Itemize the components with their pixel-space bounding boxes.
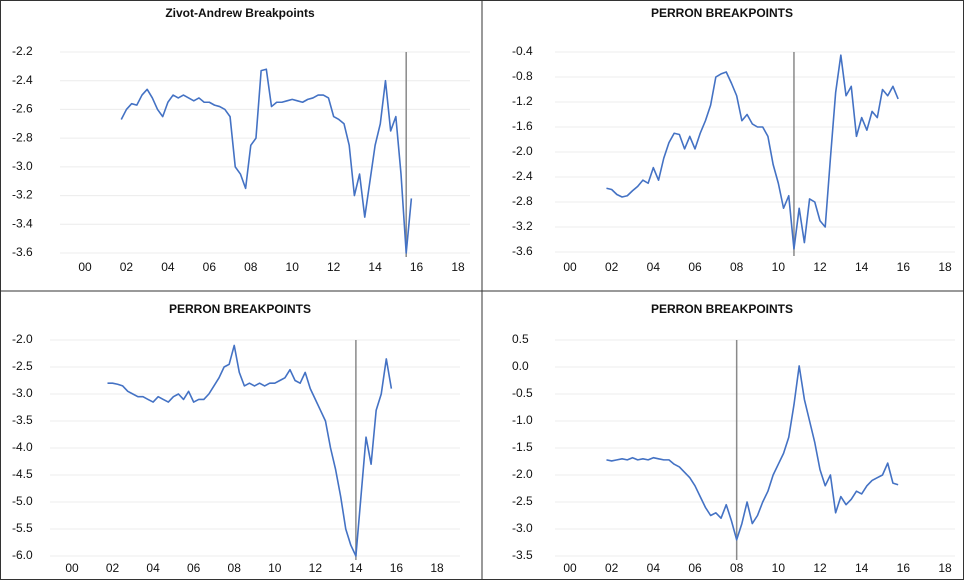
- data-line: [606, 54, 899, 250]
- x-tick-label: 10: [286, 260, 300, 274]
- x-tick-label: 14: [855, 561, 869, 575]
- x-tick-label: 10: [772, 561, 786, 575]
- y-tick-label: -2.5: [12, 359, 33, 373]
- y-tick-label: -3.6: [12, 245, 33, 259]
- x-tick-label: 02: [605, 260, 619, 274]
- y-tick-label: -0.8: [512, 69, 533, 83]
- y-tick-label: 0.5: [512, 332, 529, 346]
- x-tick-label: 04: [647, 260, 661, 274]
- x-tick-label: 18: [451, 260, 465, 274]
- x-tick-label: 02: [120, 260, 134, 274]
- data-line: [120, 68, 413, 254]
- x-tick-label: 16: [897, 260, 911, 274]
- x-tick-label: 08: [730, 260, 744, 274]
- x-tick-label: 08: [730, 561, 744, 575]
- y-tick-label: -0.5: [512, 386, 533, 400]
- x-tick-label: 12: [813, 260, 827, 274]
- y-tick-label: -3.2: [12, 188, 33, 202]
- data-line: [107, 344, 393, 557]
- x-tick-label: 12: [327, 260, 341, 274]
- x-tick-label: 10: [268, 561, 282, 575]
- y-tick-label: -1.2: [512, 94, 533, 108]
- x-tick-label: 08: [244, 260, 258, 274]
- y-tick-label: -2.8: [512, 194, 533, 208]
- y-tick-label: -5.5: [12, 521, 33, 535]
- x-tick-label: 14: [349, 561, 363, 575]
- x-tick-label: 12: [813, 561, 827, 575]
- x-tick-label: 16: [410, 260, 424, 274]
- y-tick-label: -4.0: [12, 440, 33, 454]
- y-tick-label: -1.5: [512, 440, 533, 454]
- y-tick-label: -3.0: [512, 521, 533, 535]
- chart-title: PERRON BREAKPOINTS: [651, 302, 793, 316]
- x-tick-label: 18: [938, 561, 952, 575]
- x-tick-label: 16: [897, 561, 911, 575]
- y-tick-label: -1.0: [512, 413, 533, 427]
- y-tick-label: -2.0: [512, 144, 533, 158]
- y-tick-label: -2.0: [512, 467, 533, 481]
- y-tick-label: -2.8: [12, 130, 33, 144]
- y-tick-label: -4.5: [12, 467, 33, 481]
- x-tick-label: 18: [938, 260, 952, 274]
- y-tick-label: -1.6: [512, 119, 533, 133]
- chart-title: Zivot-Andrew Breakpoints: [165, 6, 315, 20]
- x-tick-label: 10: [772, 260, 786, 274]
- x-tick-label: 00: [65, 561, 79, 575]
- x-tick-label: 04: [161, 260, 175, 274]
- y-tick-label: -3.6: [512, 244, 533, 258]
- x-tick-label: 06: [688, 260, 702, 274]
- x-tick-label: 06: [187, 561, 201, 575]
- y-tick-label: -2.4: [512, 169, 533, 183]
- x-tick-label: 12: [309, 561, 323, 575]
- x-tick-label: 18: [430, 561, 444, 575]
- y-tick-label: -3.5: [512, 548, 533, 562]
- x-tick-label: 16: [390, 561, 404, 575]
- y-tick-label: -3.4: [12, 216, 33, 230]
- x-tick-label: 00: [78, 260, 92, 274]
- y-tick-label: -2.6: [12, 102, 33, 116]
- y-tick-label: -6.0: [12, 548, 33, 562]
- data-line: [606, 365, 899, 541]
- x-tick-label: 04: [647, 561, 661, 575]
- x-tick-label: 14: [855, 260, 869, 274]
- y-tick-label: -2.2: [12, 44, 33, 58]
- x-tick-label: 06: [203, 260, 217, 274]
- y-tick-label: -2.5: [512, 494, 533, 508]
- x-tick-label: 06: [688, 561, 702, 575]
- y-tick-label: -3.5: [12, 413, 33, 427]
- x-tick-label: 08: [228, 561, 242, 575]
- y-tick-label: -5.0: [12, 494, 33, 508]
- x-tick-label: 00: [563, 260, 577, 274]
- x-tick-label: 04: [146, 561, 160, 575]
- y-tick-label: -3.2: [512, 219, 533, 233]
- x-tick-label: 02: [605, 561, 619, 575]
- y-tick-label: -3.0: [12, 386, 33, 400]
- y-tick-label: -2.0: [12, 332, 33, 346]
- chart-title: PERRON BREAKPOINTS: [651, 6, 793, 20]
- x-tick-label: 14: [368, 260, 382, 274]
- x-tick-label: 02: [106, 561, 120, 575]
- chart-title: PERRON BREAKPOINTS: [169, 302, 311, 316]
- y-tick-label: -3.0: [12, 159, 33, 173]
- y-tick-label: -0.4: [512, 44, 533, 58]
- x-tick-label: 00: [563, 561, 577, 575]
- y-tick-label: 0.0: [512, 359, 529, 373]
- y-tick-label: -2.4: [12, 73, 33, 87]
